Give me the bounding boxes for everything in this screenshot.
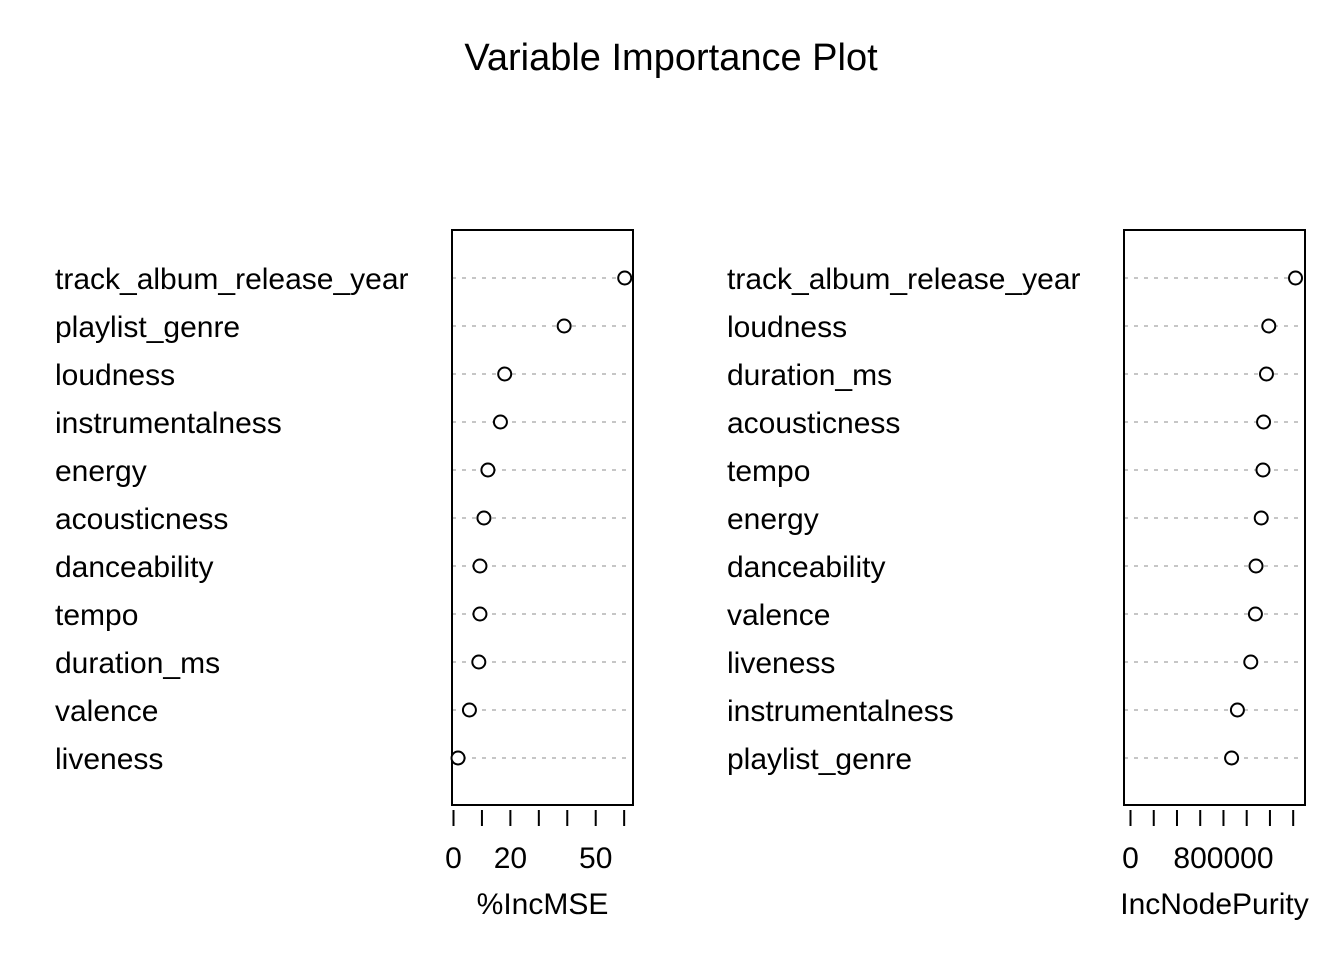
data-point: [1288, 270, 1304, 286]
data-point: [1258, 366, 1274, 382]
tick-label: 0: [1122, 842, 1139, 875]
category-label: valence: [55, 695, 158, 728]
data-point: [472, 558, 488, 574]
category-label: tempo: [727, 455, 810, 488]
category-label: loudness: [727, 311, 847, 344]
category-label: energy: [55, 455, 147, 488]
data-point: [1247, 606, 1263, 622]
category-label: energy: [727, 503, 819, 536]
category-label: tempo: [55, 599, 138, 632]
plot-frame: [1123, 229, 1306, 806]
data-point: [476, 510, 492, 526]
data-point: [1261, 318, 1277, 334]
category-label: valence: [727, 599, 830, 632]
tick-label: 50: [579, 842, 612, 875]
category-label: liveness: [55, 743, 163, 776]
chart-title: Variable Importance Plot: [464, 37, 878, 79]
tick-label: 0: [445, 842, 462, 875]
data-point: [450, 750, 466, 766]
data-point: [556, 318, 572, 334]
data-point: [1248, 558, 1264, 574]
category-label: duration_ms: [55, 647, 220, 680]
tick-label: 800000: [1173, 842, 1273, 875]
category-label: danceability: [727, 551, 885, 584]
category-label: playlist_genre: [55, 311, 240, 344]
category-label: danceability: [55, 551, 213, 584]
data-point: [1224, 750, 1240, 766]
data-point: [617, 270, 633, 286]
data-point: [472, 606, 488, 622]
panel-1: track_album_release_year playlist_genrelo…: [55, 229, 634, 921]
category-label: duration_ms: [727, 359, 892, 392]
data-point: [471, 654, 487, 670]
category-label: loudness: [55, 359, 175, 392]
category-label: track_album_release_year: [727, 263, 1081, 296]
category-label: instrumentalness: [55, 407, 282, 440]
data-point: [492, 414, 508, 430]
plot-frame: [451, 229, 634, 806]
data-point: [1243, 654, 1259, 670]
category-label: track_album_release_year: [55, 263, 409, 296]
category-label: playlist_genre: [727, 743, 912, 776]
data-point: [1256, 414, 1272, 430]
data-point: [461, 702, 477, 718]
data-point: [1253, 510, 1269, 526]
data-point: [480, 462, 496, 478]
panel-2: track_album_release_year loudness duration…: [727, 229, 1309, 921]
category-label: instrumentalness: [727, 695, 954, 728]
data-point: [497, 366, 513, 382]
category-label: acousticness: [55, 503, 228, 536]
category-label: acousticness: [727, 407, 900, 440]
x-axis-title: %IncMSE: [477, 888, 609, 921]
x-axis-title: IncNodePurity: [1120, 888, 1308, 921]
data-point: [1229, 702, 1245, 718]
data-point: [1255, 462, 1271, 478]
chart-panels: track_album_release_yearplaylist_genrelo…: [55, 229, 1309, 921]
tick-label: 20: [494, 842, 527, 875]
category-label: liveness: [727, 647, 835, 680]
